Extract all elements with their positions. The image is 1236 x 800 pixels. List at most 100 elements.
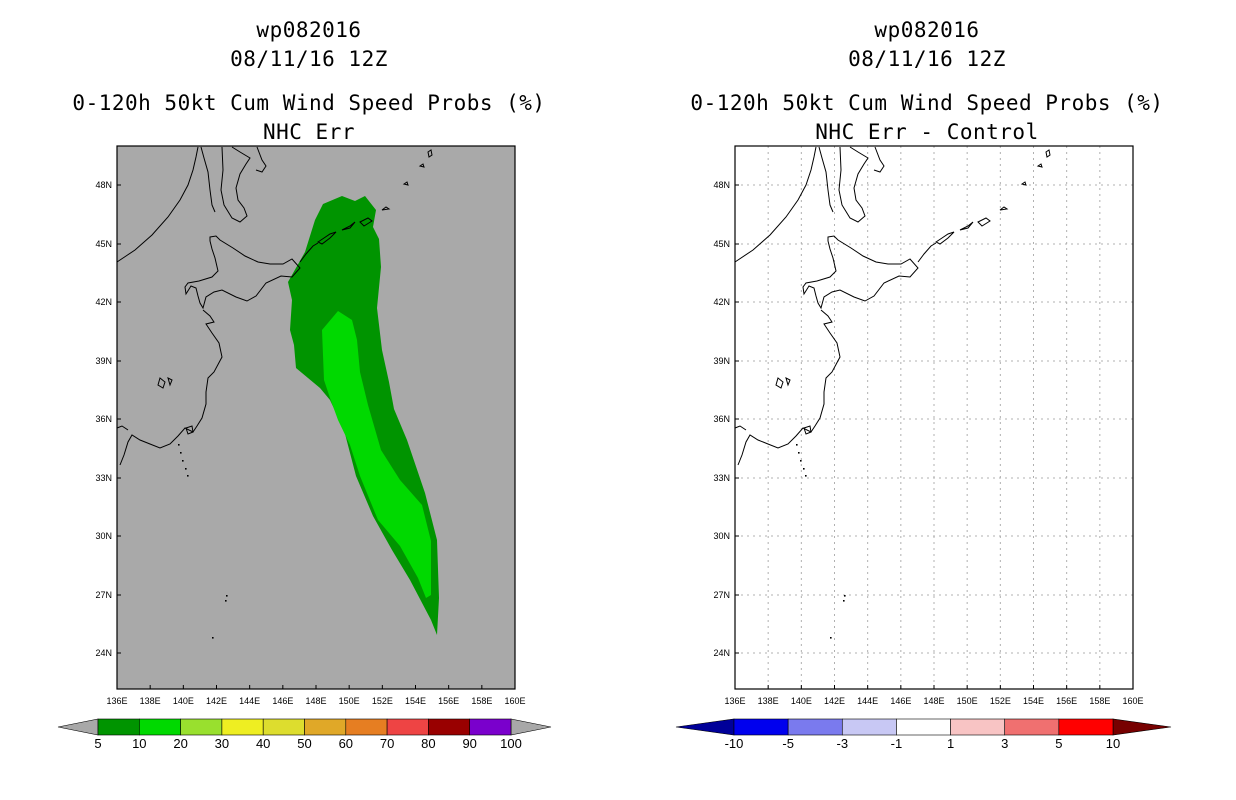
colorbar-swatch [1004, 718, 1060, 736]
colorbar-swatch [787, 718, 843, 736]
coastline-segment [818, 146, 834, 213]
coastline-segment [381, 206, 391, 211]
datetime: 08/11/16 12Z [230, 47, 388, 71]
colorbar-label: 30 [215, 736, 229, 751]
colorbar-arrow-right [510, 718, 552, 736]
colorbar-label: 3 [1001, 736, 1008, 751]
colorbar-swatch [221, 718, 264, 736]
island-dot [798, 452, 800, 454]
colorbar-label: 10 [132, 736, 146, 751]
coastline-segment [427, 149, 433, 158]
lon-label: 152E [372, 696, 393, 706]
coastline-segment [802, 235, 919, 310]
lon-label: 160E [1122, 696, 1143, 706]
island-dot [805, 475, 807, 477]
lat-label: 33N [95, 473, 112, 483]
coastline-segment [1020, 181, 1027, 186]
island-dot [180, 452, 182, 454]
coastline-segment [317, 231, 337, 245]
coastline-segment [737, 309, 841, 466]
lon-label: 138E [758, 696, 779, 706]
lon-label: 136E [106, 696, 127, 706]
colorbar-label: 5 [1055, 736, 1062, 751]
colorbar-swatch [950, 718, 1006, 736]
colorbar-swatch [1058, 718, 1114, 736]
colorbar-swatch [896, 718, 951, 736]
coastline-segment [1036, 163, 1043, 168]
lat-label: 39N [713, 356, 730, 366]
coastline-segment [935, 231, 955, 245]
coastline-segment [255, 146, 267, 173]
island-dot [225, 600, 227, 602]
coastline-segment [167, 377, 173, 387]
coastline-segment [116, 146, 199, 263]
map-axes: 136E 138E 140E 142E 144E 146E 148E 150E 152E 154E… [713, 180, 1143, 706]
colorbar-label: -5 [782, 736, 794, 751]
lon-label: 156E [1056, 696, 1077, 706]
island-dot [185, 468, 187, 470]
left-map: 136E 138E 140E 142E 144E 146E 148E 150E 152E 154E… [57, 145, 552, 751]
coastline-segment [200, 146, 216, 213]
coastline-segment [185, 425, 194, 435]
colorbar-swatch [733, 718, 789, 736]
lat-label: 27N [713, 590, 730, 600]
island-dot [226, 595, 228, 597]
colorbar-swatch [386, 718, 429, 736]
island-dot [830, 637, 832, 639]
subtitle: NHC Err - Control [815, 120, 1039, 144]
coastline-segment [119, 309, 223, 466]
colorbar-label: 60 [339, 736, 353, 751]
lat-label: 27N [95, 590, 112, 600]
lon-label: 138E [140, 696, 161, 706]
lon-label: 140E [791, 696, 812, 706]
lat-label: 30N [713, 531, 730, 541]
lon-label: 144E [239, 696, 260, 706]
prob-swath-10-20 [322, 311, 431, 598]
lat-label: 42N [95, 297, 112, 307]
lat-label: 39N [95, 356, 112, 366]
lon-label: 146E [890, 696, 911, 706]
right-panel: wp082016 08/11/16 12Z 0-120h 50kt Cum Wi… [618, 0, 1236, 800]
colorbar-label: 100 [500, 736, 522, 751]
map-axes: 136E 138E 140E 142E 144E 146E 148E 150E 152E 154E… [95, 180, 525, 706]
colorbar-swatch [428, 718, 470, 736]
lon-label: 154E [405, 696, 426, 706]
colorbar-arrow-right [1112, 718, 1172, 736]
colorbar-label: 40 [256, 736, 270, 751]
coastline-segment [977, 217, 991, 227]
lat-label: 24N [713, 648, 730, 658]
coastline-segment [999, 206, 1009, 211]
coastline-segment [341, 221, 356, 231]
colorbar-swatch [97, 718, 140, 736]
colorbar-arrow-left [57, 718, 99, 736]
coastline [116, 146, 433, 639]
lon-label: 152E [990, 696, 1011, 706]
product-title: 0-120h 50kt Cum Wind Speed Probs (%) [72, 91, 546, 115]
lon-label: 158E [471, 696, 492, 706]
coastline-segment [359, 217, 373, 227]
colorbar-label: 20 [173, 736, 187, 751]
colorbar-swatch [304, 718, 347, 736]
coastline-segment [803, 425, 812, 435]
colorbar-swatch [841, 718, 897, 736]
lat-label: 33N [713, 473, 730, 483]
lon-label: 144E [857, 696, 878, 706]
colorbar: -10 -5 -3 -1 1 3 5 10 [675, 718, 1172, 751]
coastline-segment [775, 377, 784, 389]
right-map: 136E 138E 140E 142E 144E 146E 148E 150E 152E 154E… [675, 145, 1172, 751]
colorbar: 5 10 20 30 40 50 60 70 80 90 100 [57, 718, 552, 751]
colorbar-label: -1 [891, 736, 903, 751]
lat-label: 36N [95, 414, 112, 424]
island-dot [212, 637, 214, 639]
subtitle: NHC Err [262, 120, 355, 144]
island-dot [182, 460, 184, 462]
colorbar-swatch [180, 718, 223, 736]
island-dot [844, 595, 846, 597]
coastline-segment [917, 242, 937, 263]
left-panel: wp082016 08/11/16 12Z 0-120h 50kt Cum Wi… [57, 18, 552, 751]
colorbar-swatch [262, 718, 305, 736]
coastline-segment [299, 242, 319, 263]
coastline-segment [734, 425, 747, 431]
colorbar-swatch [139, 718, 181, 736]
lon-label: 150E [339, 696, 360, 706]
